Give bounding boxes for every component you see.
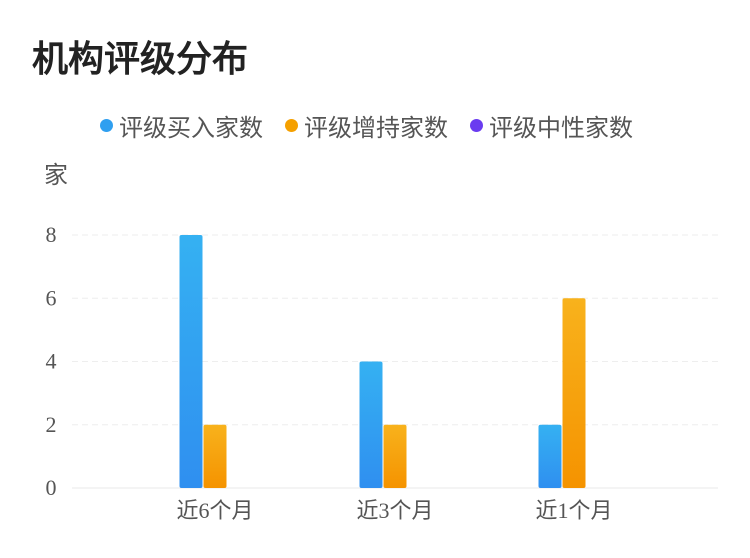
legend-item-neutral[interactable]: 评级中性家数 (470, 108, 633, 143)
bar-2-1[interactable] (562, 298, 586, 488)
legend-item-buy[interactable]: 评级买入家数 (100, 108, 263, 143)
x-category-label: 近1个月 (535, 498, 612, 523)
y-tick-label: 2 (46, 412, 57, 437)
bars (179, 235, 586, 489)
y-tick-label: 8 (46, 222, 57, 247)
y-ticks: 0 2 4 6 8 (46, 222, 57, 500)
y-tick-label: 6 (46, 285, 57, 310)
legend: 评级买入家数 评级增持家数 评级中性家数 (100, 108, 633, 143)
legend-label-buy: 评级买入家数 (119, 114, 263, 142)
y-axis-unit: 家 (44, 161, 68, 189)
legend-dot-overweight (285, 119, 298, 132)
bar-1-1[interactable] (383, 424, 407, 488)
x-category-label: 近3个月 (356, 498, 433, 523)
legend-item-overweight[interactable]: 评级增持家数 (285, 108, 448, 143)
bar-0-0[interactable] (179, 235, 203, 488)
chart-title: 机构评级分布 (32, 39, 249, 80)
bar-0-1[interactable] (203, 424, 227, 488)
y-tick-label: 0 (46, 475, 57, 500)
y-tick-label: 4 (46, 349, 57, 374)
legend-label-neutral: 评级中性家数 (489, 114, 633, 142)
bar-2-0[interactable] (538, 424, 562, 488)
legend-label-overweight: 评级增持家数 (304, 114, 448, 142)
bar-1-0[interactable] (359, 361, 383, 489)
legend-dot-buy (100, 119, 113, 132)
x-category-label: 近6个月 (176, 498, 253, 523)
legend-dot-neutral (470, 119, 483, 132)
x-categories: 近6个月 近3个月 近1个月 (176, 498, 612, 523)
